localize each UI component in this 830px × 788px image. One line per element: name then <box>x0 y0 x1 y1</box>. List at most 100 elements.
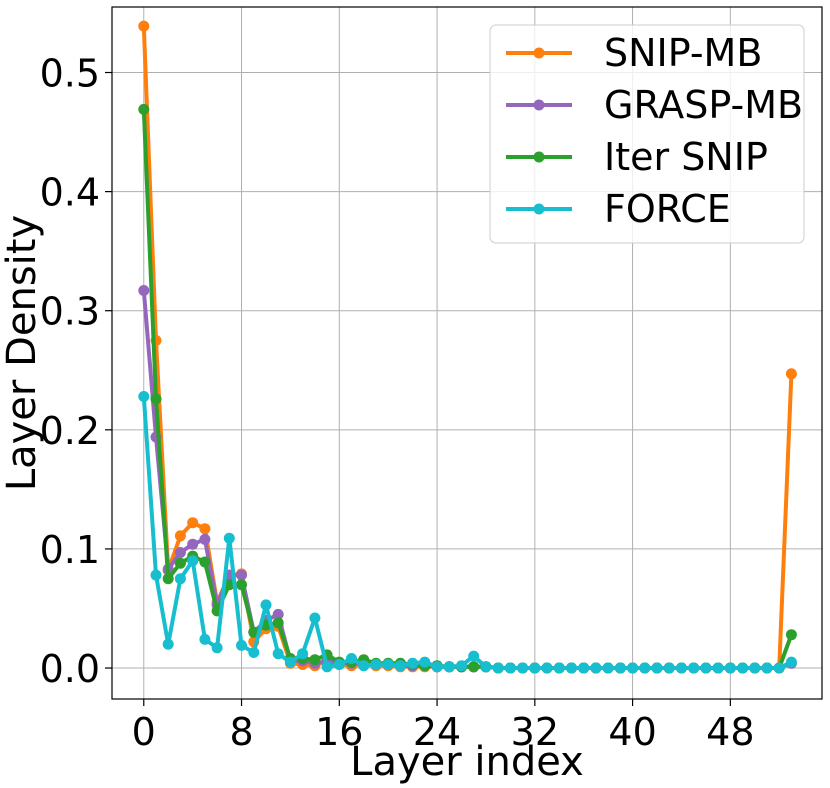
data-point-force <box>346 653 357 664</box>
data-point-force <box>138 391 150 402</box>
legend-entry-iter-snip: Iter SNIP <box>506 135 768 179</box>
data-point-force <box>333 659 345 670</box>
data-point-force <box>456 660 467 672</box>
data-point-force <box>590 662 602 674</box>
series-force <box>138 391 797 674</box>
legend-marker-snip-mb <box>533 47 545 59</box>
data-point-force <box>651 662 663 674</box>
data-point-force <box>504 662 516 674</box>
data-point-force <box>724 662 736 674</box>
data-point-force <box>529 662 541 674</box>
data-point-grasp-mb <box>272 608 284 620</box>
data-point-force <box>297 648 309 660</box>
data-point-iter-snip <box>162 573 174 585</box>
data-point-grasp-mb <box>199 533 211 545</box>
x-tick-label: 16 <box>315 710 363 754</box>
legend-marker-force <box>533 203 545 215</box>
data-point-force <box>162 638 174 650</box>
data-point-force <box>688 662 700 674</box>
data-point-force <box>492 662 504 674</box>
legend-label-grasp-mb: GRASP-MB <box>604 83 803 127</box>
data-point-force <box>174 573 186 585</box>
legend-label-snip-mb: SNIP-MB <box>604 31 762 75</box>
data-point-force <box>187 555 199 567</box>
y-tick-label: 0.4 <box>40 171 100 215</box>
data-point-iter-snip <box>272 617 284 629</box>
legend-label-iter-snip: Iter SNIP <box>604 135 768 179</box>
data-point-snip-mb <box>199 523 211 535</box>
x-axis-label: Layer index <box>350 739 584 785</box>
data-point-force <box>627 662 639 674</box>
data-point-force <box>517 662 529 674</box>
data-point-force <box>566 662 577 674</box>
data-point-force <box>358 660 370 672</box>
data-point-force <box>553 662 565 674</box>
data-point-iter-snip <box>138 103 150 115</box>
data-point-snip-mb <box>187 517 199 529</box>
data-point-force <box>272 648 284 660</box>
data-point-force <box>639 662 651 674</box>
legend-marker-iter-snip <box>533 151 545 163</box>
data-point-force <box>321 661 333 673</box>
y-tick-label: 0.5 <box>40 52 100 96</box>
data-point-force <box>309 612 321 624</box>
y-tick-label: 0.0 <box>40 647 100 691</box>
x-tick-label: 0 <box>132 710 156 754</box>
data-point-iter-snip <box>236 579 247 591</box>
data-point-force <box>248 647 260 658</box>
data-point-force <box>407 657 419 669</box>
y-axis-label: Layer Density <box>0 215 45 491</box>
legend-entry-snip-mb: SNIP-MB <box>506 31 762 75</box>
data-point-force <box>260 599 272 611</box>
x-tick-label: 48 <box>706 710 754 754</box>
x-tick-label: 40 <box>608 710 656 754</box>
data-point-force <box>468 650 480 662</box>
data-point-force <box>223 532 235 544</box>
y-tick-label: 0.3 <box>40 290 100 334</box>
data-point-iter-snip <box>785 629 797 641</box>
data-point-force <box>602 662 614 674</box>
data-point-force <box>480 661 492 673</box>
data-point-force <box>614 662 626 674</box>
axis-ticks: 0 8 16 24 32 40 48 0.0 0.1 0.2 0.3 0.4 0.5 <box>40 52 755 754</box>
data-point-force <box>370 659 382 670</box>
legend-entry-grasp-mb: GRASP-MB <box>506 83 803 127</box>
data-point-force <box>150 569 162 581</box>
data-point-force <box>431 661 443 673</box>
data-point-force <box>443 661 455 673</box>
data-point-force <box>578 662 590 674</box>
data-point-grasp-mb <box>138 285 150 296</box>
data-point-iter-snip <box>468 661 480 673</box>
y-tick-label: 0.1 <box>40 528 100 572</box>
data-point-force <box>700 662 712 674</box>
data-point-force <box>199 633 211 645</box>
data-point-force <box>785 656 797 668</box>
data-point-force <box>419 656 431 668</box>
data-point-iter-snip <box>309 654 321 666</box>
data-point-force <box>761 662 773 674</box>
data-point-snip-mb <box>785 368 797 380</box>
data-point-grasp-mb <box>174 547 186 558</box>
x-tick-label: 32 <box>511 710 559 754</box>
data-point-grasp-mb <box>187 538 199 550</box>
plot-frame <box>111 6 823 700</box>
data-point-force <box>712 662 724 674</box>
legend: SNIP-MB GRASP-MB Iter SNIP FORCE <box>489 24 805 244</box>
data-point-force <box>284 656 296 668</box>
data-point-force <box>773 662 785 674</box>
data-point-force <box>541 662 553 674</box>
data-point-force <box>737 662 749 674</box>
data-point-iter-snip <box>223 579 235 591</box>
legend-entry-force: FORCE <box>506 187 731 231</box>
y-tick-label: 0.2 <box>40 409 100 453</box>
legend-marker-grasp-mb <box>533 99 545 111</box>
data-point-force <box>663 662 675 674</box>
data-point-force <box>394 660 406 672</box>
data-point-force <box>676 662 687 674</box>
legend-label-force: FORCE <box>604 187 731 231</box>
legend-box <box>489 24 805 244</box>
x-tick-label: 24 <box>413 710 461 754</box>
data-point-grasp-mb <box>236 569 247 581</box>
x-tick-label: 8 <box>229 710 253 754</box>
